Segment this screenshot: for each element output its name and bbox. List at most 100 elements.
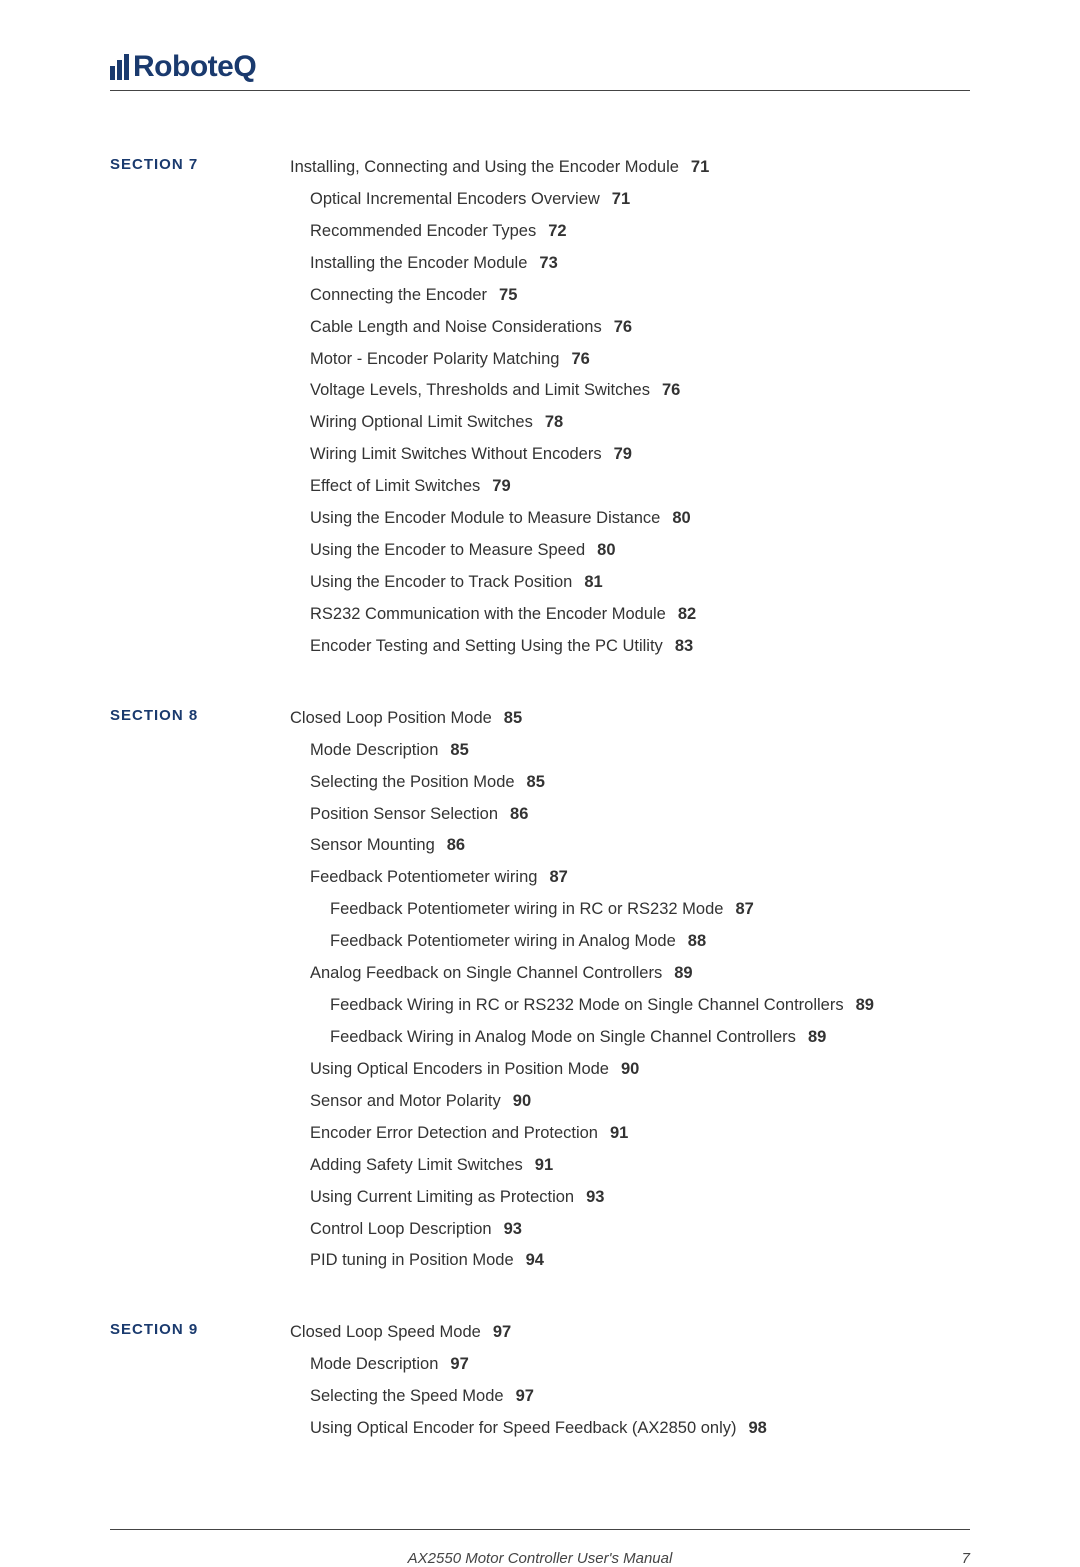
toc-entry-page: 80 <box>672 509 690 527</box>
toc-entry-text: Motor - Encoder Polarity Matching <box>310 350 559 368</box>
toc-entry: Feedback Potentiometer wiring in Analog … <box>290 930 970 954</box>
section-block: SECTION 9Closed Loop Speed Mode97Mode De… <box>110 1321 970 1449</box>
toc-entry-page: 75 <box>499 286 517 304</box>
toc-entry-text: PID tuning in Position Mode <box>310 1251 514 1269</box>
header-rule <box>110 90 970 91</box>
toc-entry: Installing, Connecting and Using the Enc… <box>290 156 970 180</box>
toc-entry: Encoder Testing and Setting Using the PC… <box>290 635 970 659</box>
toc-entry: Feedback Potentiometer wiring in RC or R… <box>290 898 970 922</box>
toc-entry-text: Selecting the Position Mode <box>310 773 515 791</box>
toc-entry-page: 85 <box>504 709 522 727</box>
toc-entry-text: Voltage Levels, Thresholds and Limit Swi… <box>310 381 650 399</box>
toc-entry-page: 76 <box>662 381 680 399</box>
toc-entry: Feedback Potentiometer wiring87 <box>290 866 970 890</box>
toc-entry-page: 87 <box>735 900 753 918</box>
toc-entry-text: Feedback Potentiometer wiring in RC or R… <box>330 900 723 918</box>
toc-entry-page: 72 <box>548 222 566 240</box>
toc-entry-text: Cable Length and Noise Considerations <box>310 318 602 336</box>
toc-entry-text: Effect of Limit Switches <box>310 477 480 495</box>
toc-entry-text: Encoder Error Detection and Protection <box>310 1124 598 1142</box>
toc-entry-page: 82 <box>678 605 696 623</box>
toc-entry-text: RS232 Communication with the Encoder Mod… <box>310 605 666 623</box>
toc-entry: Effect of Limit Switches 79 <box>290 475 970 499</box>
toc-entry: Sensor Mounting 86 <box>290 834 970 858</box>
toc-entry: Control Loop Description93 <box>290 1218 970 1242</box>
toc-entry-page: 97 <box>450 1355 468 1373</box>
section-block: SECTION 8Closed Loop Position Mode85 Mode… <box>110 707 970 1282</box>
toc-entry-page: 76 <box>571 350 589 368</box>
toc-entry-text: Analog Feedback on Single Channel Contro… <box>310 964 662 982</box>
toc-entry-text: Mode Description <box>310 741 438 759</box>
toc-entry-page: 93 <box>586 1188 604 1206</box>
toc-entry-page: 94 <box>526 1251 544 1269</box>
toc-entry-page: 90 <box>621 1060 639 1078</box>
toc-entry: Using the Encoder Module to Measure Dist… <box>290 507 970 531</box>
toc-entry: Adding Safety Limit Switches91 <box>290 1154 970 1178</box>
toc-entry-text: Mode Description <box>310 1355 438 1373</box>
toc-entry: Using Current Limiting as Protection93 <box>290 1186 970 1210</box>
toc-entry: Voltage Levels, Thresholds and Limit Swi… <box>290 379 970 403</box>
toc-entry-page: 90 <box>513 1092 531 1110</box>
section-block: SECTION 7Installing, Connecting and Usin… <box>110 156 970 667</box>
toc-entry-text: Using Optical Encoder for Speed Feedback… <box>310 1419 737 1437</box>
toc-entry-text: Feedback Potentiometer wiring <box>310 868 537 886</box>
toc-entry: Selecting the Speed Mode 97 <box>290 1385 970 1409</box>
toc-entry-page: 89 <box>856 996 874 1014</box>
section-content: Closed Loop Speed Mode97Mode Description… <box>290 1321 970 1449</box>
toc-entry-text: Sensor and Motor Polarity <box>310 1092 501 1110</box>
toc-entry-text: Wiring Limit Switches Without Encoders <box>310 445 602 463</box>
toc-entry-text: Position Sensor Selection <box>310 805 498 823</box>
toc-entry-page: 83 <box>675 637 693 655</box>
toc-entry-page: 73 <box>539 254 557 272</box>
toc-entry-page: 89 <box>808 1028 826 1046</box>
toc-entry: Optical Incremental Encoders Overview71 <box>290 188 970 212</box>
toc-entry: Mode Description 85 <box>290 739 970 763</box>
toc-entry-text: Using the Encoder Module to Measure Dist… <box>310 509 660 527</box>
toc-entry: RS232 Communication with the Encoder Mod… <box>290 603 970 627</box>
toc-entry-page: 89 <box>674 964 692 982</box>
logo: RoboteQ <box>110 50 970 84</box>
toc-entry-page: 88 <box>688 932 706 950</box>
toc-entry-page: 97 <box>516 1387 534 1405</box>
toc-entry-page: 86 <box>447 836 465 854</box>
toc-entry-page: 85 <box>450 741 468 759</box>
toc-entry: Analog Feedback on Single Channel Contro… <box>290 962 970 986</box>
toc-entry-text: Closed Loop Speed Mode <box>290 1323 481 1341</box>
toc-entry: Sensor and Motor Polarity 90 <box>290 1090 970 1114</box>
footer-title: AX2550 Motor Controller User's Manual <box>408 1550 673 1567</box>
toc-entry-text: Encoder Testing and Setting Using the PC… <box>310 637 663 655</box>
toc-entry-text: Adding Safety Limit Switches <box>310 1156 523 1174</box>
toc-entry-text: Feedback Potentiometer wiring in Analog … <box>330 932 676 950</box>
toc-entry: Position Sensor Selection86 <box>290 803 970 827</box>
toc-entry-text: Sensor Mounting <box>310 836 435 854</box>
toc-entry-text: Installing, Connecting and Using the Enc… <box>290 158 679 176</box>
toc-entry-text: Feedback Wiring in RC or RS232 Mode on S… <box>330 996 844 1014</box>
toc-entry-page: 80 <box>597 541 615 559</box>
toc-entry: Using the Encoder to Measure Speed80 <box>290 539 970 563</box>
toc-entry: Recommended Encoder Types 72 <box>290 220 970 244</box>
toc-entry-page: 81 <box>584 573 602 591</box>
toc-entry: Selecting the Position Mode 85 <box>290 771 970 795</box>
toc-entry-page: 93 <box>504 1220 522 1238</box>
toc-entry-text: Feedback Wiring in Analog Mode on Single… <box>330 1028 796 1046</box>
toc-entry: Installing the Encoder Module73 <box>290 252 970 276</box>
toc-entry-page: 76 <box>614 318 632 336</box>
toc-entry: Feedback Wiring in Analog Mode on Single… <box>290 1026 970 1050</box>
toc-entry-text: Optical Incremental Encoders Overview <box>310 190 600 208</box>
section-label: SECTION 8 <box>110 707 290 724</box>
toc-entry: Wiring Limit Switches Without Encoders79 <box>290 443 970 467</box>
section-content: Installing, Connecting and Using the Enc… <box>290 156 970 667</box>
toc-entry: Closed Loop Position Mode85 <box>290 707 970 731</box>
toc-entry-page: 79 <box>492 477 510 495</box>
footer: AX2550 Motor Controller User's Manual 7 <box>110 1550 970 1567</box>
toc-entry-text: Selecting the Speed Mode <box>310 1387 504 1405</box>
toc-entry-page: 71 <box>691 158 709 176</box>
logo-text: RoboteQ <box>133 50 256 84</box>
toc-entry-page: 85 <box>527 773 545 791</box>
toc-entry: Using Optical Encoders in Position Mode9… <box>290 1058 970 1082</box>
toc-entry: Wiring Optional Limit Switches78 <box>290 411 970 435</box>
toc-entry-text: Recommended Encoder Types <box>310 222 536 240</box>
toc-entry-page: 91 <box>610 1124 628 1142</box>
section-label: SECTION 7 <box>110 156 290 173</box>
toc-entry: Mode Description 97 <box>290 1353 970 1377</box>
